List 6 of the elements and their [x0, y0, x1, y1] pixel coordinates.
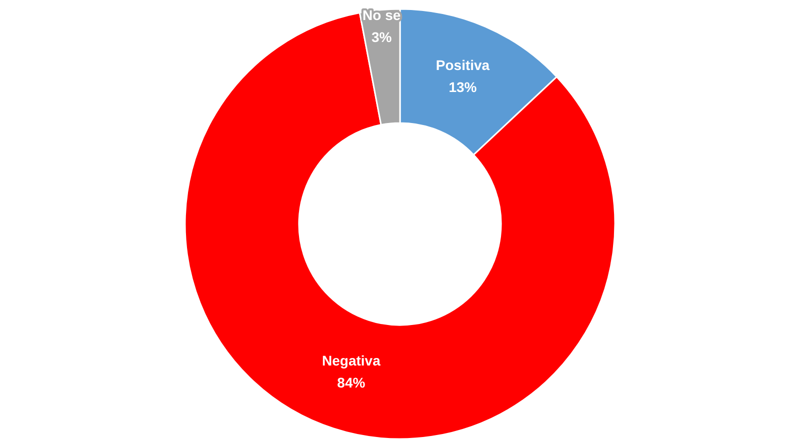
donut-slice: [184, 12, 616, 440]
slice-label: Positiva: [436, 56, 490, 73]
slice-label: Negativa: [322, 352, 381, 368]
data-label: 84%: [337, 374, 366, 390]
data-label: 3%: [371, 29, 392, 46]
data-label: 13%: [448, 78, 478, 95]
